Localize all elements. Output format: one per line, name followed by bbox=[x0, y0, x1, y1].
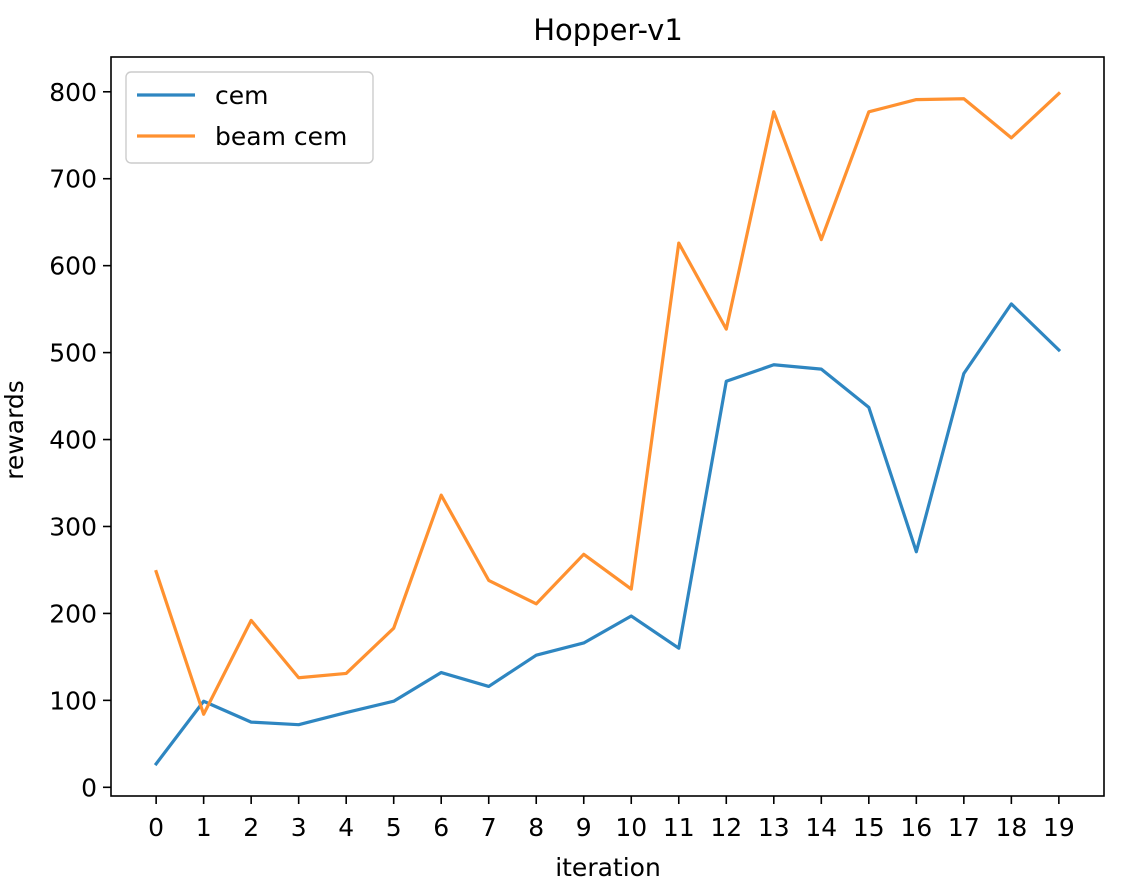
x-tick-label: 3 bbox=[291, 813, 307, 842]
y-tick-label: 0 bbox=[81, 773, 97, 802]
y-tick-label: 200 bbox=[49, 599, 97, 628]
x-tick-label: 0 bbox=[148, 813, 164, 842]
x-tick-label: 15 bbox=[853, 813, 885, 842]
y-tick-label: 800 bbox=[49, 78, 97, 107]
y-tick-label: 500 bbox=[49, 339, 97, 368]
axes-layer: 0 1 2 3 4 5 6 7 8 9 10 11 12 13 14 15 16 17 18 190100200300… bbox=[49, 56, 1105, 842]
x-tick-label: 18 bbox=[995, 813, 1027, 842]
x-tick-label: 10 bbox=[615, 813, 647, 842]
legend: cem beam cem bbox=[125, 71, 374, 164]
x-axis-label: iteration bbox=[555, 853, 661, 882]
x-tick-label: 19 bbox=[1043, 813, 1075, 842]
x-tick-label: 9 bbox=[576, 813, 592, 842]
y-tick-label: 400 bbox=[49, 426, 97, 455]
x-tick-label: 4 bbox=[338, 813, 354, 842]
x-tick-label: 8 bbox=[528, 813, 544, 842]
x-tick-label: 5 bbox=[386, 813, 402, 842]
x-tick-label: 13 bbox=[758, 813, 790, 842]
x-tick-label: 17 bbox=[948, 813, 980, 842]
x-tick-label: 16 bbox=[900, 813, 932, 842]
y-tick-label: 600 bbox=[49, 252, 97, 281]
y-tick-label: 700 bbox=[49, 165, 97, 194]
legend-label-beam-cem: beam cem bbox=[215, 122, 347, 151]
legend-label-cem: cem bbox=[215, 81, 268, 110]
y-tick-label: 300 bbox=[49, 512, 97, 541]
x-tick-label: 11 bbox=[663, 813, 695, 842]
x-tick-label: 6 bbox=[433, 813, 449, 842]
x-tick-label: 14 bbox=[805, 813, 837, 842]
x-tick-label: 1 bbox=[196, 813, 212, 842]
x-tick-label: 7 bbox=[481, 813, 497, 842]
series-line-beam-cem bbox=[154, 91, 1062, 716]
x-tick-label: 2 bbox=[243, 813, 259, 842]
series-layer bbox=[153, 91, 1062, 767]
x-tick-label: 12 bbox=[710, 813, 742, 842]
series-line-cem bbox=[153, 302, 1062, 767]
y-axis-label: rewards bbox=[0, 380, 29, 480]
plot-frame bbox=[110, 56, 1105, 797]
chart-title: Hopper-v1 bbox=[533, 13, 683, 47]
y-tick-label: 100 bbox=[49, 686, 97, 715]
